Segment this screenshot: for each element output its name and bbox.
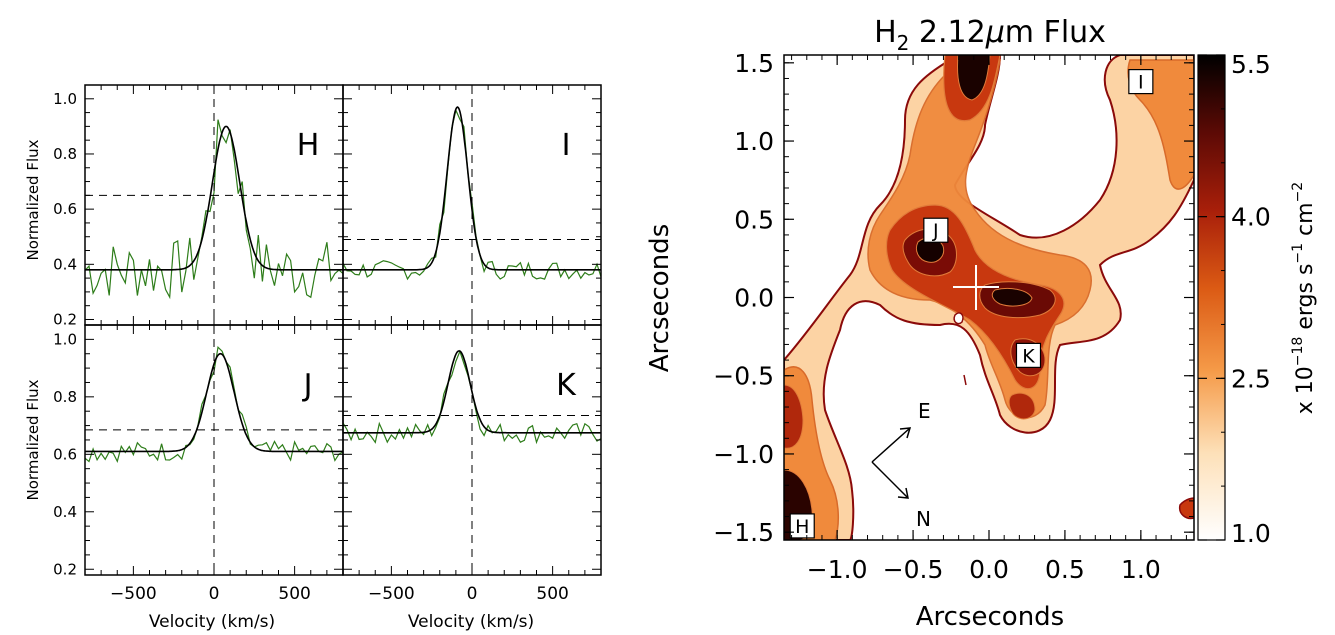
y-tick-label: 0.6 [53,445,77,463]
spectrum-data-line [85,119,343,300]
contour-inner-hole [953,312,964,325]
colorbar-label-exp3: −2 [1290,182,1306,203]
map-x-tick-label: 0.0 [969,555,1009,584]
y-tick-label: 1.0 [53,90,77,108]
spectra-xlabel-right: Velocity (km/s) [408,612,534,632]
panel-label-i: I [562,128,571,163]
contour-right-edge-blob [1178,497,1194,520]
map-y-tick-label: −1.0 [713,440,774,469]
y-tick-label: 0.4 [53,503,77,521]
spectrum-fit-line [85,352,343,453]
y-tick-label: 1.0 [53,330,77,348]
map-ylabel: Arcseconds [645,224,675,372]
spectrum-fit-line [343,106,601,271]
colorbar-tick-label: 4.0 [1231,203,1271,232]
source-label-j: J [923,217,949,243]
x-tick-label: 500 [536,584,568,604]
contour-center-core [991,287,1033,307]
contour-bottom-tail [1008,392,1036,420]
spectrum-panel-j: J 0.2 0.4 0.6 0.8 1.0 −500 0 500 [53,324,344,604]
map-title-mu: μ [985,15,1005,50]
spectrum-fit-line [343,350,601,434]
panel-label-k: K [556,368,577,403]
colorbar-label-exp: −18 [1290,337,1306,367]
spectrum-panel-h: H 0.2 0.4 0.6 0.8 1.0 [53,84,344,328]
y-tick-label: 0.8 [53,388,77,406]
colorbar-label-exp2: −1 [1290,243,1306,264]
spectrum-panel-k: K −500 0 500 [342,324,602,604]
colorbar-label-mid2: cm [1293,202,1318,243]
spectra-ylabel-top: Normalized Flux [24,139,42,260]
colorbar-label: x 10−18 ergs s−1 cm−2 [1290,182,1318,414]
svg-text:K: K [1022,345,1035,367]
map-x-tick-label: 1.0 [1121,555,1161,584]
spectra-xlabel-left: Velocity (km/s) [149,612,275,632]
contour-top-blob-5 [957,55,991,101]
svg-text:J: J [932,220,939,242]
map-x-tick-label: −1.0 [807,555,868,584]
y-tick-label: 0.4 [53,255,77,273]
x-tick-label: −500 [368,584,415,604]
source-label-i: I [1128,68,1154,95]
source-label-h: H [789,513,815,539]
y-tick-label: 0.2 [53,560,77,578]
map-title-sub: 2 [897,31,910,55]
x-tick-label: 0 [467,584,478,604]
colorbar-tick-label: 2.5 [1231,364,1271,393]
y-tick-label: 0.8 [53,145,77,163]
map-y-tick-label: −0.5 [713,362,774,391]
colorbar-tick-label: 1.0 [1231,519,1271,548]
x-tick-label: 500 [278,584,310,604]
x-tick-label: −500 [110,584,157,604]
contour-small-dot [963,374,967,386]
y-tick-label: 0.2 [53,310,77,328]
map-title-end: m Flux [1005,15,1106,50]
colorbar-label-prefix: x 10 [1293,366,1318,414]
map-title-h: H [874,15,897,50]
svg-text:H: H [795,516,809,538]
map-title: H2 2.12μm Flux [874,15,1106,55]
source-label-k: K [1015,342,1042,368]
compass-east-label: E [918,399,931,423]
colorbar-label-mid: ergs s [1293,264,1318,337]
map-y-tick-label: 0.5 [734,205,774,234]
spectra-ylabel-bottom: Normalized Flux [24,379,42,500]
spectra-grid: H 0.2 0.4 0.6 0.8 1.0 I J 0.2 0.4 0.6 0.8 1.0 −500 0 50… [24,84,602,632]
map-xlabel: Arcseconds [916,602,1064,632]
colorbar-gradient [1197,54,1226,541]
y-tick-label: 0.6 [53,200,77,218]
map-y-tick-label: 1.0 [734,127,774,156]
map-y-tick-label: −1.5 [713,518,774,547]
map-title-rest: 2.12 [909,15,985,50]
compass-north-label: N [916,507,931,531]
center-cross [953,265,999,310]
map-x-tick-label: 0.5 [1045,555,1085,584]
contour-left-mid [784,384,804,449]
svg-text:I: I [1138,72,1144,94]
colorbar-tick-label: 5.5 [1231,50,1271,79]
x-tick-label: 0 [209,584,220,604]
colorbar: 1.0 2.5 4.0 5.5 x 10−18 ergs s−1 cm−2 [1197,50,1318,548]
flux-image: E N H I J K [784,55,1194,540]
map-y-tick-label: 0.0 [734,284,774,313]
map-x-tick-label: −0.5 [883,555,944,584]
panel-label-h: H [297,128,320,163]
panel-label-j: J [302,368,313,403]
flux-map: H2 2.12μm Flux [645,15,1318,632]
compass [871,427,912,499]
spectrum-panel-i: I [342,84,602,326]
map-y-tick-label: 1.5 [734,49,774,78]
